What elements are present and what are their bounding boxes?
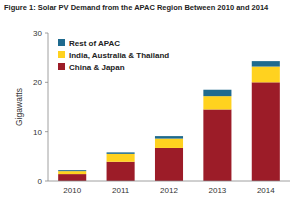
x-tick-label: 2012 [160,186,178,195]
y-axis [48,33,49,181]
y-tick [45,82,48,83]
y-tick-label: 0 [38,177,43,186]
x-tick-label: 2013 [209,186,227,195]
bars [58,61,280,181]
legend-swatch [58,63,65,70]
bar [58,171,86,174]
x-tick-label: 2014 [257,186,275,195]
legend: Rest of APAC India, Australia & Thailand C… [58,39,169,72]
bar [107,152,135,153]
title: Figure 1: Solar PV Demand from the APAC … [4,3,269,12]
bar [58,174,86,181]
legend-swatch [58,39,65,46]
bar [107,162,135,181]
bar [203,90,231,96]
x-tick-label: 2010 [63,186,81,195]
chart: Figure 1: Solar PV Demand from the APAC … [0,0,300,210]
y-tick [45,33,48,34]
bar [203,109,231,181]
bar [155,139,183,148]
y-tick [45,131,48,132]
y-tick-label: 30 [33,29,42,38]
bar [252,82,280,181]
bar [155,148,183,181]
bar [107,154,135,162]
bar [203,96,231,109]
x-axis [48,181,290,182]
y-tick-label: 20 [33,78,42,87]
legend-label: Rest of APAC [69,39,120,48]
bar [252,61,280,66]
y-tick-label: 10 [33,128,42,137]
legend-swatch [58,51,65,58]
y-tick [45,181,48,182]
bar [252,67,280,83]
legend-label: India, Australia & Thailand [69,51,169,60]
legend-label: China & Japan [69,63,125,72]
bar [155,136,183,138]
y-axis-label: Gigawatts [14,88,24,126]
x-tick-label: 2011 [112,186,130,195]
bar [58,170,86,172]
